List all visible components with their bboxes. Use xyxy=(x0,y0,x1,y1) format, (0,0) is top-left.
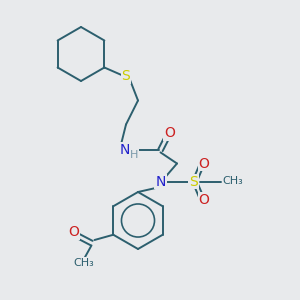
Text: S: S xyxy=(122,70,130,83)
Text: H: H xyxy=(130,149,139,160)
Text: O: O xyxy=(68,226,79,239)
Text: S: S xyxy=(189,175,198,188)
Text: N: N xyxy=(155,175,166,188)
Text: CH₃: CH₃ xyxy=(222,176,243,187)
Text: O: O xyxy=(199,157,209,170)
Text: CH₃: CH₃ xyxy=(74,257,94,268)
Text: O: O xyxy=(164,127,175,140)
Text: N: N xyxy=(119,143,130,157)
Text: O: O xyxy=(199,193,209,206)
